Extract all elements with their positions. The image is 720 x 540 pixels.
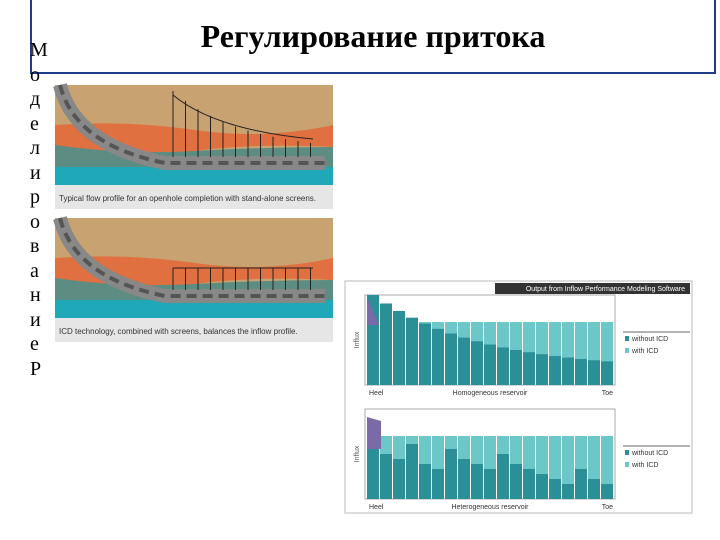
- x-label: Heel: [369, 390, 384, 397]
- bar: [575, 359, 587, 385]
- bar: [484, 344, 496, 385]
- legend-swatch: [625, 336, 629, 341]
- bar: [523, 352, 535, 385]
- bar: [419, 464, 431, 499]
- bar: [458, 459, 470, 499]
- bar: [523, 469, 535, 499]
- figure-caption: Typical flow profile for an openhole com…: [59, 194, 316, 203]
- bar: [510, 464, 522, 499]
- chart-header: Output from Inflow Performance Modeling …: [526, 286, 685, 293]
- bar: [445, 333, 457, 385]
- x-label: Heterogeneous reservoir: [451, 504, 529, 511]
- x-label: Heel: [369, 504, 384, 511]
- flow-profile: [172, 94, 314, 140]
- well-core: [58, 217, 325, 298]
- bar: [562, 484, 574, 499]
- peak: [367, 417, 381, 449]
- bar-bg: [601, 436, 613, 499]
- caption-bg: [55, 318, 333, 342]
- bar: [406, 317, 418, 385]
- peak: [367, 297, 379, 325]
- bar: [406, 444, 418, 499]
- bar: [445, 449, 457, 499]
- axis-label: Influx: [354, 445, 361, 462]
- bar: [601, 484, 613, 499]
- bar: [380, 454, 392, 499]
- bar: [380, 303, 392, 385]
- x-label: Toe: [602, 504, 613, 511]
- bar: [497, 454, 509, 499]
- legend-swatch: [625, 462, 629, 467]
- bar: [484, 469, 496, 499]
- legend-swatch: [625, 348, 629, 353]
- bar: [393, 459, 405, 499]
- bar: [471, 464, 483, 499]
- bar: [432, 328, 444, 385]
- legend-swatch: [625, 450, 629, 455]
- x-label: Toe: [602, 390, 613, 397]
- figure-caption: ICD technology, combined with screens, b…: [59, 327, 298, 336]
- bar: [575, 469, 587, 499]
- legend-label: without ICD: [631, 450, 668, 457]
- bar: [393, 311, 405, 385]
- water-layer: [55, 167, 333, 185]
- bar: [458, 337, 470, 385]
- bar: [601, 361, 613, 385]
- bar: [588, 360, 600, 385]
- well-figure: Typical flow profile for an openhole com…: [53, 83, 333, 209]
- water-layer: [55, 300, 333, 318]
- bar: [510, 349, 522, 385]
- x-label: Homogeneous reservoir: [453, 390, 528, 397]
- legend-label: with ICD: [631, 348, 658, 355]
- chart-image: Output from Inflow Performance Modeling …: [344, 280, 693, 514]
- legend-label: with ICD: [631, 462, 658, 469]
- bar: [562, 357, 574, 385]
- side-text: Моделирование Р: [30, 39, 48, 380]
- well-figure: ICD technology, combined with screens, b…: [53, 216, 333, 342]
- legend-label: without ICD: [631, 336, 668, 343]
- slide-title: Регулирование притока: [200, 18, 546, 54]
- axis-label: Influx: [354, 331, 361, 348]
- bar: [536, 474, 548, 499]
- bar: [367, 439, 379, 499]
- bar: [419, 323, 431, 385]
- bar: [471, 341, 483, 385]
- title-box: [30, 0, 716, 74]
- chart-header-bg: [495, 283, 690, 294]
- bar: [536, 354, 548, 385]
- bar-bg: [562, 436, 574, 499]
- bar: [432, 469, 444, 499]
- caption-bg: [55, 185, 333, 209]
- well-core: [58, 84, 325, 165]
- bar: [588, 479, 600, 499]
- bar: [549, 356, 561, 385]
- bar: [549, 479, 561, 499]
- bar: [497, 347, 509, 385]
